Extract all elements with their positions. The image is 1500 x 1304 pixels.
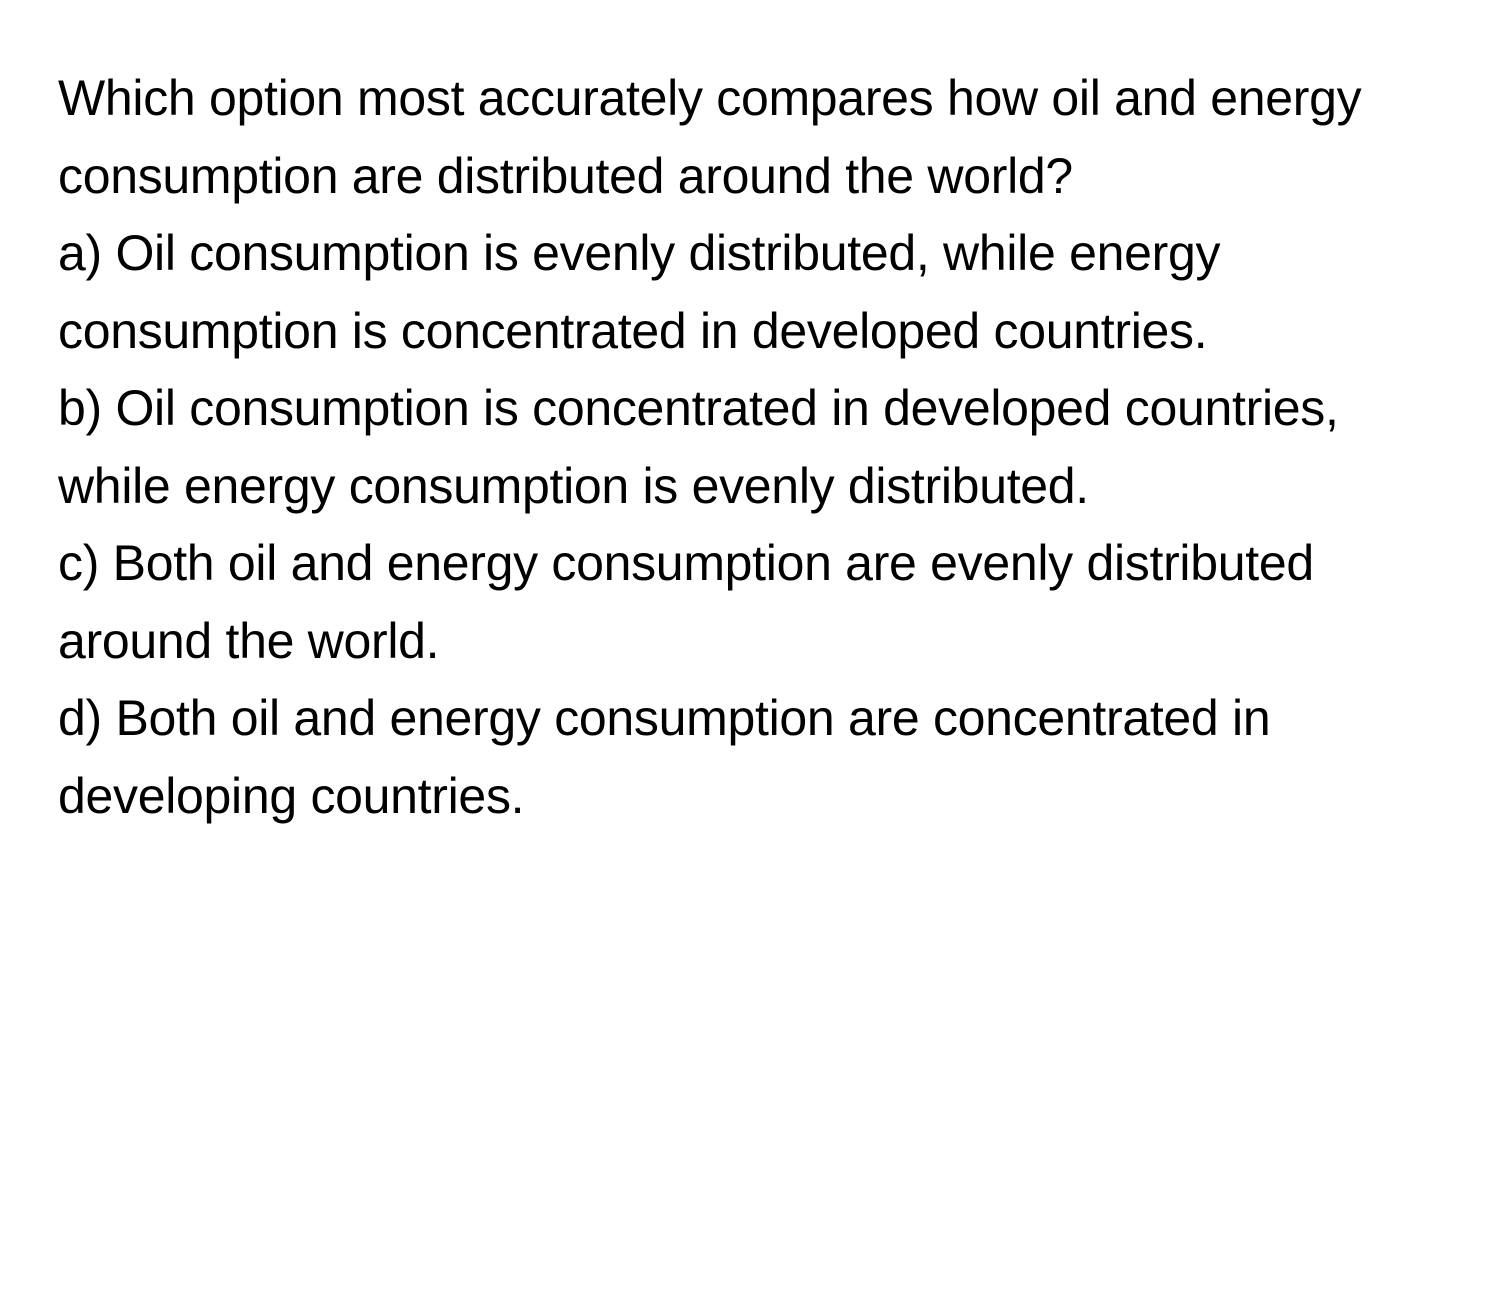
- option-b: b) Oil consumption is concentrated in de…: [58, 370, 1442, 525]
- option-d: d) Both oil and energy consumption are c…: [58, 680, 1442, 835]
- option-a: a) Oil consumption is evenly distributed…: [58, 215, 1442, 370]
- option-c: c) Both oil and energy consumption are e…: [58, 525, 1442, 680]
- question-prompt: Which option most accurately compares ho…: [58, 60, 1442, 215]
